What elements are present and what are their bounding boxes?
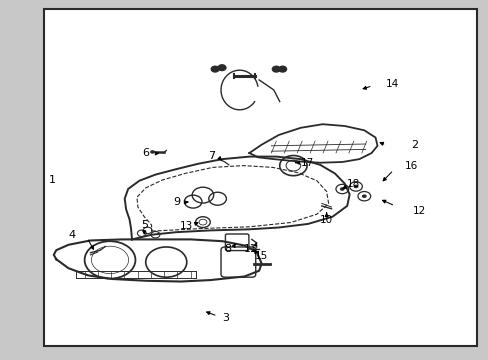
Text: 10: 10 xyxy=(320,215,332,225)
Text: 14: 14 xyxy=(385,78,398,89)
Text: 17: 17 xyxy=(300,158,313,168)
Text: 2: 2 xyxy=(410,140,417,150)
Text: 4: 4 xyxy=(69,230,76,240)
Text: 5: 5 xyxy=(141,220,147,230)
Text: 12: 12 xyxy=(412,206,426,216)
Text: 6: 6 xyxy=(142,148,149,158)
Text: 7: 7 xyxy=(207,151,214,161)
Circle shape xyxy=(278,66,286,72)
Circle shape xyxy=(339,187,344,191)
Text: 1: 1 xyxy=(49,175,56,185)
Text: 3: 3 xyxy=(222,312,229,323)
Circle shape xyxy=(211,66,219,72)
Text: 13: 13 xyxy=(180,221,193,231)
FancyBboxPatch shape xyxy=(44,9,476,346)
Circle shape xyxy=(218,65,225,71)
Text: 9: 9 xyxy=(173,197,180,207)
Text: 15: 15 xyxy=(254,251,268,261)
Text: 16: 16 xyxy=(404,161,418,171)
Circle shape xyxy=(361,194,366,198)
Circle shape xyxy=(353,185,358,188)
Text: 8: 8 xyxy=(224,244,230,254)
Circle shape xyxy=(150,150,155,154)
Text: 11: 11 xyxy=(243,244,257,254)
Text: 18: 18 xyxy=(346,179,359,189)
Circle shape xyxy=(272,66,280,72)
